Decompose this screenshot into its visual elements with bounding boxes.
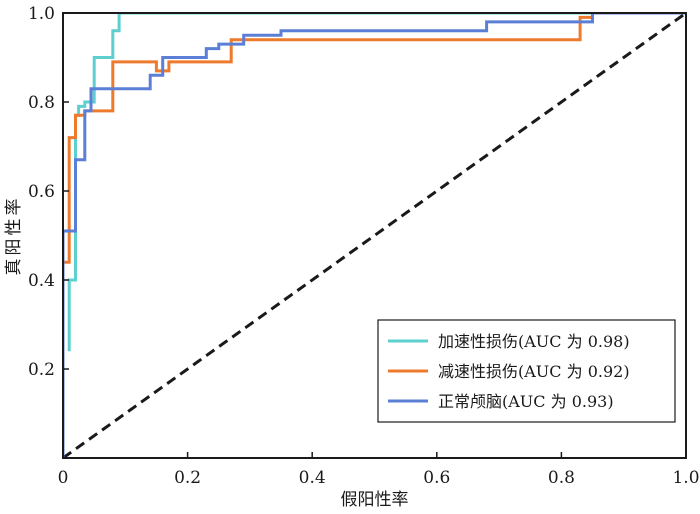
plot-frame — [62, 12, 687, 459]
x-tick-label: 0.4 — [299, 468, 326, 488]
y-tick-label: 0.6 — [28, 182, 55, 202]
y-tick-label: 1.0 — [28, 4, 55, 24]
legend-label-series-3: 正常颅脑(AUC 为 0.93) — [438, 392, 614, 411]
x-tick-label: 1.0 — [672, 468, 699, 488]
legend-label-series-2: 减速性损伤(AUC 为 0.92) — [438, 362, 630, 381]
y-axis-label: 真阳性率 — [4, 196, 24, 276]
x-axis-label: 假阳性率 — [341, 490, 409, 510]
x-tick-label: 0.2 — [174, 468, 201, 488]
roc-curve-series-3 — [63, 13, 686, 458]
x-tick-label: 0.8 — [548, 468, 575, 488]
legend-label-series-1: 加速性损伤(AUC 为 0.98) — [438, 332, 630, 351]
y-tick-label: 0.4 — [28, 271, 55, 291]
x-tick-label: 0 — [58, 468, 69, 488]
y-tick-label: 0.2 — [28, 360, 55, 380]
roc-curve-series-2 — [63, 13, 686, 458]
ticks-layer: 0 0.2 0.4 0.6 0.8 1.0 0.2 0.4 0.6 0.8 1.0 — [28, 4, 700, 488]
series-layer — [63, 13, 686, 458]
x-tick-label: 0.6 — [423, 468, 450, 488]
y-tick-label: 0.8 — [28, 93, 55, 113]
legend: 加速性损伤(AUC 为 0.98) 减速性损伤(AUC 为 0.92) 正常颅脑(A… — [377, 319, 676, 423]
